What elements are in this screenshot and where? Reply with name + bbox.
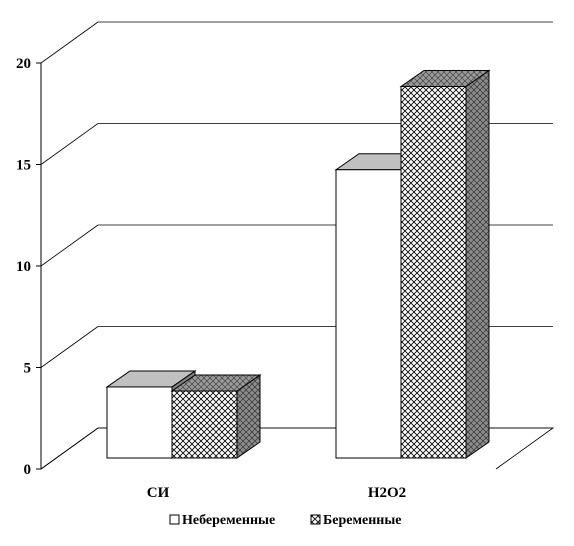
bar-0-0 — [106, 386, 173, 459]
axes — [36, 62, 42, 470]
x-label-0: СИ — [147, 485, 170, 501]
legend-label-0: Небеременные — [182, 513, 275, 528]
gridline-side-20 — [40, 21, 99, 64]
y-tick-label-0: 0 — [24, 462, 32, 478]
bars — [105, 69, 491, 459]
bar-1-1-side — [465, 69, 490, 459]
gridline-side-15 — [40, 123, 99, 165]
legend-swatch-0 — [169, 514, 180, 525]
bar-1-0 — [335, 169, 402, 459]
legend: Небеременные Беременные — [169, 513, 402, 528]
y-tick-label-5: 5 — [24, 361, 32, 377]
y-tick-label-20: 20 — [16, 56, 31, 72]
bar-1-1 — [400, 86, 467, 459]
y-tick-label-15: 15 — [16, 158, 31, 174]
gridline-side-10 — [40, 224, 99, 267]
bar-0-1 — [171, 390, 238, 459]
y-tick-label-10: 10 — [16, 259, 31, 275]
gridline-side-0 — [40, 427, 99, 470]
labels: 0 5 10 15 20 СИ H2O2 — [16, 56, 406, 501]
legend-label-1: Беременные — [323, 513, 402, 528]
gridline-side-5 — [40, 326, 99, 368]
legend-swatch-1 — [310, 514, 321, 525]
x-label-1: H2O2 — [368, 485, 406, 501]
